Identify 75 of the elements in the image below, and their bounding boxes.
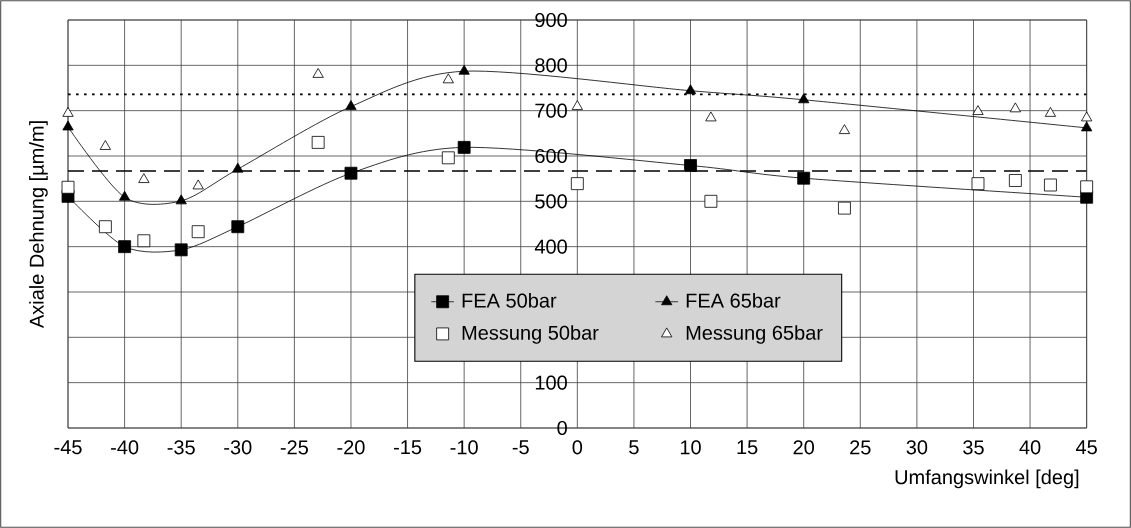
x-tick-label: 20: [793, 440, 815, 455]
x-tick-label: -15: [393, 440, 422, 455]
y-tick-label: 600: [535, 148, 567, 164]
point: [311, 135, 325, 149]
point: [441, 151, 455, 165]
x-tick-label: 35: [963, 440, 984, 455]
point: [191, 225, 205, 239]
y-tick-label: 0: [557, 420, 567, 436]
point: [62, 120, 74, 131]
y-tick-label: 700: [535, 103, 567, 118]
point: [62, 106, 74, 117]
x-axis-title: Umfangswinkel [deg]: [895, 469, 1079, 489]
y-tick-label: 900: [535, 12, 567, 28]
x-tick-label: 0: [572, 440, 583, 455]
point: [118, 240, 131, 254]
legend-label: Messung 65bar: [686, 325, 823, 344]
point: [705, 111, 717, 122]
point: [174, 243, 188, 257]
point: [192, 179, 204, 190]
x-tick-label: -30: [224, 440, 252, 455]
point: [1081, 111, 1093, 122]
point: [1044, 106, 1057, 117]
point: [798, 93, 810, 104]
point: [1081, 121, 1093, 132]
y-tick-label: 400: [534, 239, 567, 254]
point: [797, 171, 811, 185]
x-tick-label: -45: [54, 440, 82, 455]
point: [175, 194, 187, 205]
point: [98, 220, 112, 234]
legend-label: Messung 50bar: [462, 325, 599, 344]
point: [61, 180, 75, 194]
point: [971, 177, 985, 191]
point: [838, 124, 851, 134]
point: [458, 64, 470, 75]
point: [119, 190, 131, 201]
point: [1080, 180, 1094, 194]
point: [137, 234, 151, 248]
x-tick-label: -35: [167, 440, 195, 455]
point: [1008, 174, 1022, 187]
x-tick-label: 5: [629, 440, 639, 455]
legend-label: FEA 65bar: [686, 293, 781, 308]
x-tick-label: -20: [337, 440, 365, 455]
point: [838, 201, 851, 215]
legend-label: FEA 50bar: [462, 293, 557, 308]
x-tick-label: 45: [1075, 440, 1097, 455]
y-tick-label: 500: [535, 194, 567, 209]
point: [344, 166, 358, 180]
point: [231, 220, 245, 234]
x-tick-label: 10: [680, 440, 701, 455]
point: [232, 162, 244, 173]
point: [571, 100, 583, 110]
point: [138, 173, 150, 183]
x-tick-label: 25: [850, 440, 871, 455]
x-tick-label: 15: [737, 440, 758, 455]
point: [345, 100, 357, 110]
point: [99, 140, 111, 150]
point: [704, 194, 718, 208]
x-tick-label: 40: [1019, 440, 1041, 455]
point: [442, 73, 454, 84]
point: [684, 84, 697, 95]
x-tick-label: 30: [906, 440, 928, 455]
x-tick-label: -10: [450, 440, 478, 455]
point: [312, 67, 324, 78]
point: [1044, 178, 1057, 192]
y-tick-label: 100: [535, 375, 567, 390]
y-tick-label: 800: [535, 58, 567, 73]
point: [457, 140, 471, 154]
point: [972, 105, 984, 115]
point: [1009, 102, 1021, 113]
point: [570, 177, 584, 191]
y-axis-title: Axiale Dehnung [µm/m]: [29, 121, 48, 329]
x-tick-label: -5: [512, 440, 529, 455]
x-tick-label: -25: [280, 440, 308, 455]
x-tick-label: -40: [111, 440, 139, 455]
point: [684, 159, 697, 172]
